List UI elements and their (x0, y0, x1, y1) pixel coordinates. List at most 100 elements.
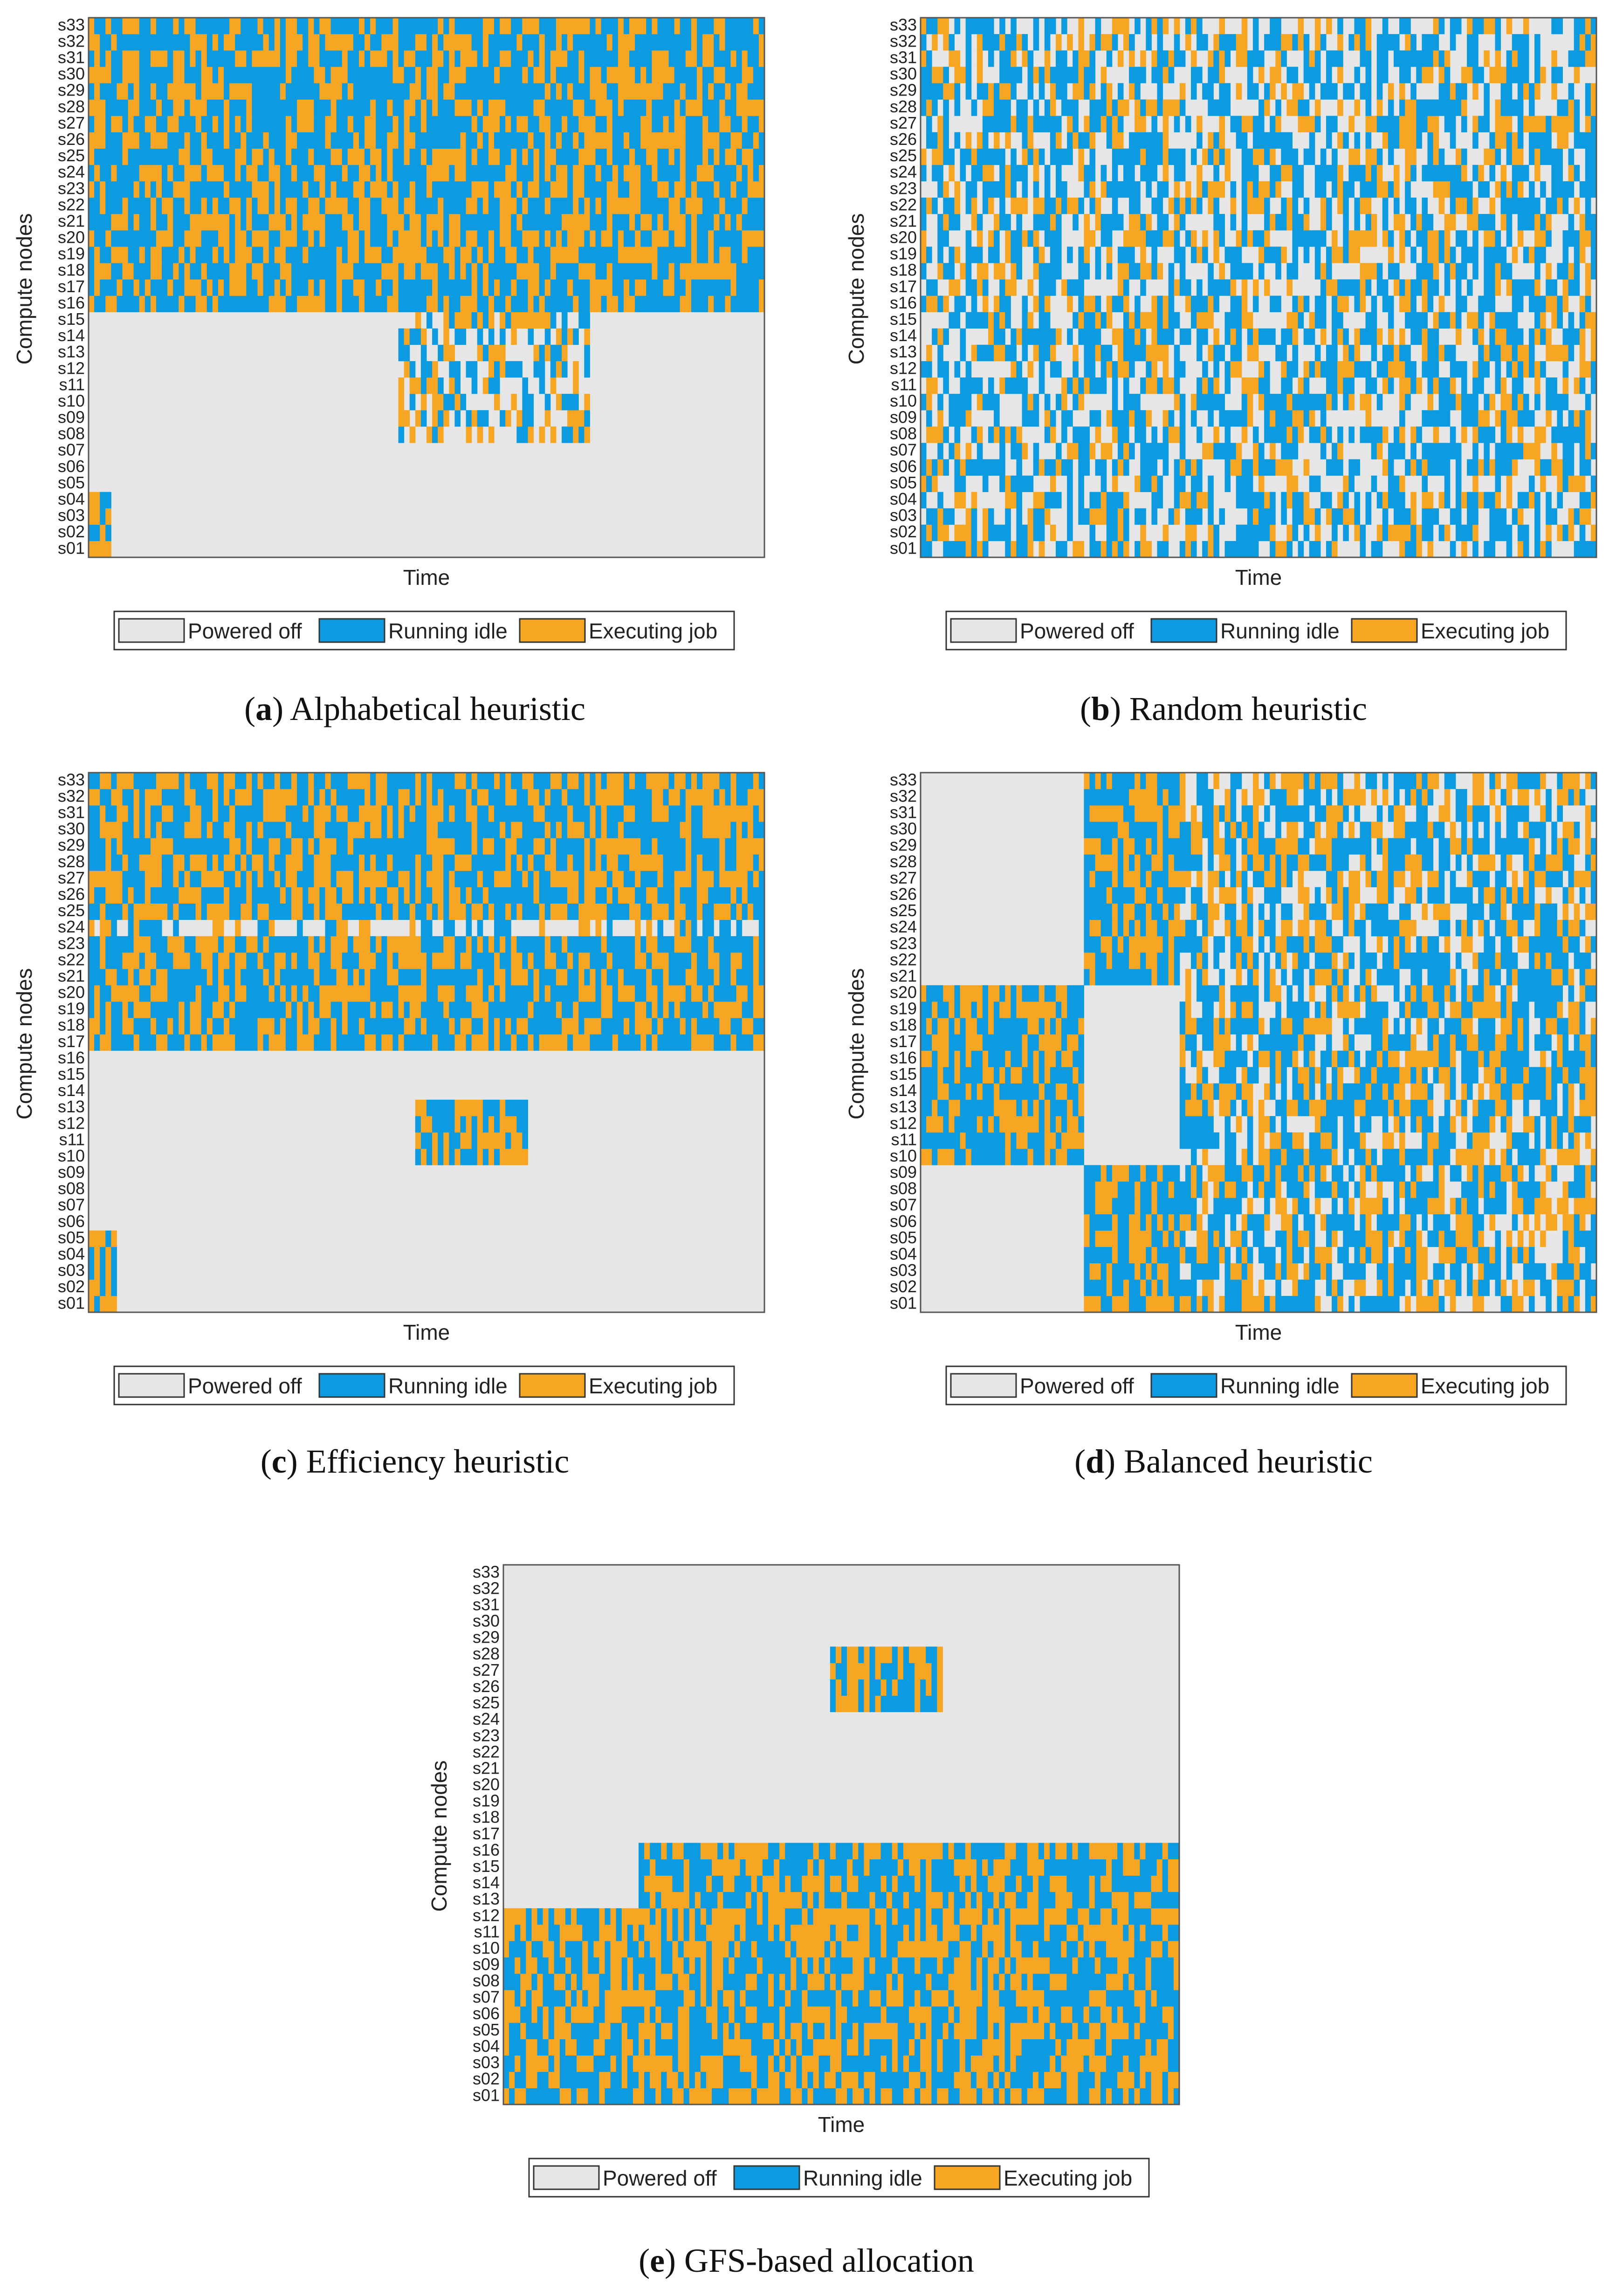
state-segment-s13 (1038, 344, 1051, 362)
state-segment-s11 (921, 1132, 961, 1149)
state-segment-s21 (133, 214, 140, 231)
state-segment-s26 (629, 132, 641, 149)
state-segment-s23 (635, 936, 641, 953)
state-segment-s02 (1574, 1279, 1580, 1296)
state-segment-s22 (1286, 198, 1293, 214)
state-segment-s11 (926, 377, 938, 394)
state-segment-s33 (652, 18, 658, 34)
state-segment-s33 (1523, 18, 1529, 34)
state-segment-s12 (500, 1116, 517, 1133)
state-segment-s26 (184, 132, 190, 149)
state-segment-s19 (1197, 247, 1203, 263)
state-segment-s14 (1022, 328, 1056, 345)
state-segment-s04 (111, 1247, 117, 1264)
state-segment-s14 (921, 1083, 938, 1100)
state-segment-s15 (1050, 1067, 1073, 1084)
state-segment-s27 (454, 870, 478, 887)
state-segment-s01 (1100, 541, 1107, 558)
state-segment-s23 (167, 936, 185, 953)
state-segment-s08 (1354, 1181, 1360, 1198)
state-segment-s20 (1534, 230, 1546, 247)
state-segment-s21 (449, 214, 461, 231)
state-segment-s25 (291, 903, 303, 920)
state-segment-s29 (471, 838, 478, 855)
state-segment-s03 (1512, 508, 1518, 525)
state-segment-s11 (1512, 1132, 1529, 1149)
state-segment-s23 (443, 936, 455, 953)
state-segment-s32 (573, 34, 607, 51)
state-segment-s19 (657, 1001, 663, 1018)
y-tick-labels: s01s02s03s04s05s06s07s08s09s10s11s12s13s… (890, 770, 917, 1312)
state-segment-s13 (976, 344, 994, 362)
state-segment-s04 (1517, 492, 1529, 509)
state-segment-s20 (314, 230, 320, 247)
y-tick-label-s28: s28 (890, 852, 917, 871)
state-segment-s22 (212, 198, 219, 214)
state-segment-s16 (1399, 295, 1411, 312)
state-segment-s28 (173, 99, 185, 116)
state-segment-s20 (319, 985, 371, 1002)
state-segment-s27 (252, 870, 258, 887)
state-segment-s03 (1326, 508, 1332, 525)
state-segment-s26 (635, 887, 646, 904)
state-segment-s19 (426, 247, 444, 263)
state-segment-s19 (1117, 247, 1135, 263)
state-segment-s26 (89, 132, 106, 149)
state-segment-s20 (156, 230, 173, 247)
state-segment-s14 (1422, 328, 1428, 345)
y-tick-label-s24: s24 (890, 917, 917, 936)
state-segment-s02 (1557, 524, 1563, 541)
state-segment-s21 (652, 969, 663, 986)
state-segment-s14 (1151, 328, 1157, 345)
state-segment-s26 (364, 887, 371, 904)
state-segment-s07 (1551, 443, 1557, 459)
state-segment-s26 (330, 132, 354, 149)
state-segment-s26 (539, 887, 568, 904)
state-segment-s08 (1450, 426, 1456, 443)
state-segment-s18 (190, 263, 202, 280)
state-segment-s22 (635, 953, 646, 969)
state-segment-s19 (122, 1001, 129, 1018)
state-segment-s33 (325, 773, 331, 789)
state-segment-s16 (1337, 295, 1349, 312)
state-segment-s31 (965, 50, 972, 67)
state-segment-s23 (601, 936, 607, 953)
state-segment-s20 (1433, 985, 1445, 1002)
state-segment-s14 (949, 1083, 966, 1100)
state-segment-s32 (370, 34, 382, 51)
state-segment-s15 (1140, 312, 1157, 329)
state-segment-s10 (488, 1149, 495, 1165)
state-segment-s33 (359, 18, 365, 34)
state-segment-s24 (1056, 164, 1062, 182)
state-segment-s28 (1388, 99, 1394, 116)
state-segment-s21 (128, 214, 134, 231)
state-segment-s20 (1337, 985, 1343, 1002)
state-segment-s18 (528, 1018, 562, 1035)
state-segment-s31 (685, 50, 697, 67)
state-segment-s12 (1230, 361, 1242, 378)
state-segment-s14 (1197, 328, 1208, 345)
state-segment-s25 (190, 148, 202, 165)
state-segment-s17 (376, 1034, 382, 1051)
state-segment-s20 (1146, 230, 1163, 247)
state-segment-s11 (1427, 377, 1434, 394)
state-segment-s19 (1202, 1001, 1214, 1018)
state-segment-s05 (1455, 475, 1462, 492)
state-segment-s02 (1258, 1279, 1265, 1296)
state-segment-s05 (1348, 475, 1355, 492)
state-segment-s24 (753, 164, 759, 182)
state-segment-s30 (1084, 67, 1096, 83)
state-segment-s20 (976, 230, 983, 247)
state-segment-s33 (111, 18, 123, 34)
state-segment-s06 (1303, 1214, 1315, 1231)
state-segment-s11 (960, 1132, 966, 1149)
state-segment-s18 (719, 1018, 731, 1035)
state-segment-s09 (1275, 410, 1293, 427)
state-segment-s05 (1286, 1230, 1293, 1247)
state-segment-s05 (1219, 1230, 1225, 1247)
state-segment-s03 (1343, 508, 1355, 525)
state-segment-s05 (1213, 1230, 1219, 1247)
state-segment-s29 (697, 83, 703, 100)
state-segment-s23 (347, 936, 354, 953)
state-segment-s25 (330, 148, 343, 165)
